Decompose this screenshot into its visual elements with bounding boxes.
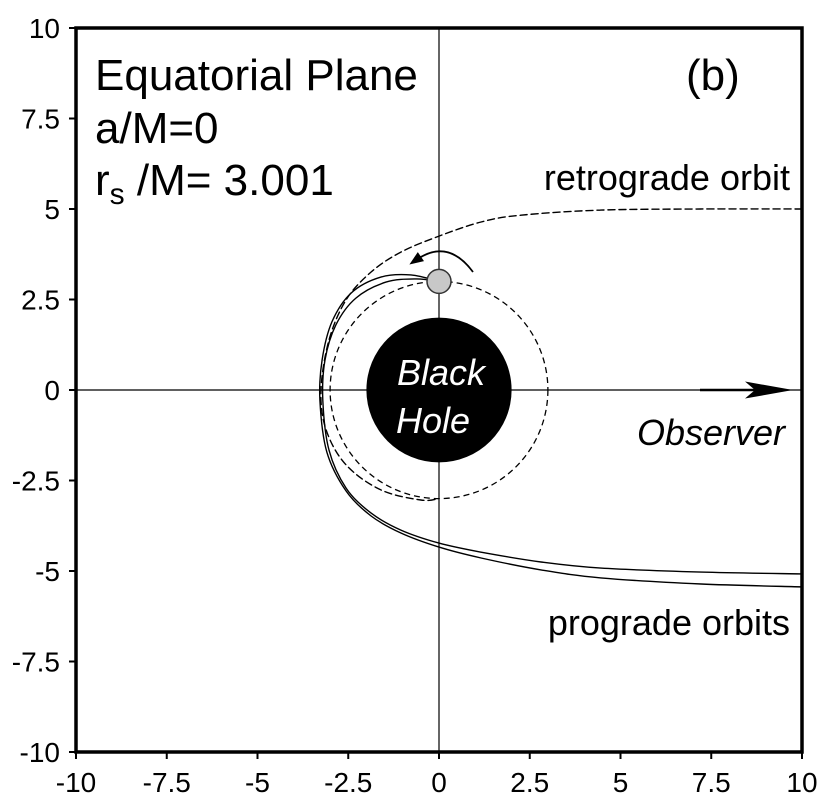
x-tick-label: 5 [613,767,629,798]
prograde-orbits-label: prograde orbits [548,602,790,643]
radius-subscript: s [110,178,125,211]
x-tick-label: -10 [56,767,96,798]
source-radius-label: rs /M= 3.001 [95,156,334,211]
plane-label: Equatorial Plane [95,51,418,100]
x-tick-label: -5 [245,767,270,798]
y-tick-label: -10 [20,737,60,768]
observer-arrowhead [745,381,793,399]
y-tick-label: -2.5 [12,466,60,497]
emitting-source [426,268,452,295]
prograde-orbits-curve [318,273,803,588]
observer-label: Observer [637,412,787,453]
y-tick-label: 7.5 [21,104,60,135]
x-tick-label: 2.5 [510,767,549,798]
orbit-curves [318,208,803,588]
x-tick-label: 10 [786,767,817,798]
radius-value: /M= 3.001 [125,156,334,205]
retrograde-orbit-label: retrograde orbit [544,157,790,198]
radius-symbol: r [95,156,110,205]
orbit-direction-arc [415,250,474,273]
arrows-layer [409,250,793,399]
black-hole-label-line1: Black [397,352,487,393]
y-tick-label: 5 [44,194,60,225]
y-tick-label: 0 [44,375,60,406]
x-tick-label: 0 [431,767,447,798]
y-tick-label: -5 [35,556,60,587]
black-hole-label-line2: Hole [396,400,470,441]
y-tick-label: 2.5 [21,285,60,316]
x-tick-label: 7.5 [692,767,731,798]
y-tick-label: -7.5 [12,647,60,678]
prograde-orbits-curve [321,278,803,575]
retrograde-orbit-curve [320,208,803,502]
panel-label: (b) [686,51,740,100]
black-hole-disk [366,317,512,463]
spin-label: a/M=0 [95,104,219,153]
annotations: Equatorial Plane a/M=0 rs /M= 3.001 (b) … [95,51,790,643]
x-tick-label: -7.5 [143,767,191,798]
x-tick-label: -2.5 [324,767,372,798]
orbit-direction-arrowhead [409,252,424,265]
tick-layer: 10 7.5 5 2.5 0 -2.5 -5 -7.5 -10-10 -7.5 -5 -2.5 0 2.5… [12,13,818,798]
y-tick-label: 10 [29,13,60,44]
plot-frame [74,26,804,754]
bodies-layer [366,268,512,463]
